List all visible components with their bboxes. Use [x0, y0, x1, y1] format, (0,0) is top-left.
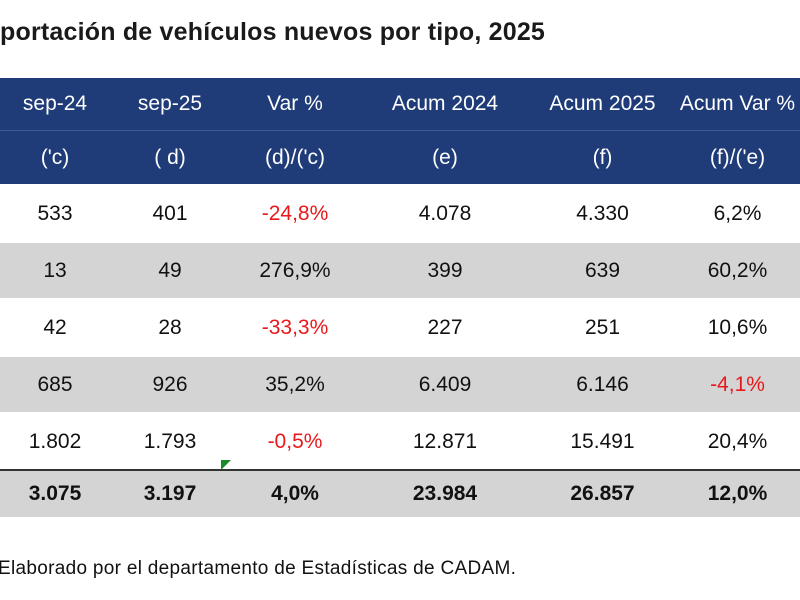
table-cell: 401: [110, 184, 230, 242]
total-row: 3.075 3.197 4,0% 23.984 26.857 12,0%: [0, 469, 800, 517]
table-cell: 227: [360, 298, 530, 356]
footer-note: Elaborado por el departamento de Estadís…: [0, 558, 517, 579]
table-cell: 1.802: [0, 412, 110, 470]
table-cell: 13: [0, 241, 110, 299]
table-cell: 28: [110, 298, 230, 356]
column-header: Acum Var %: [675, 78, 800, 131]
table-row: 533 401 -24,8% 4.078 4.330 6,2%: [0, 184, 800, 242]
column-subheader: (f)/('e): [675, 130, 800, 185]
table-cell: 251: [530, 298, 675, 356]
data-table: sep-24 sep-25 Var % Acum 2024 Acum 2025 Acum …: [0, 78, 800, 517]
table-cell: 23.984: [360, 469, 530, 517]
table-cell: -33,3%: [230, 298, 360, 356]
table-cell: 12.871: [360, 412, 530, 470]
table-cell: 1.793: [110, 412, 230, 470]
subheader-row: ('c)( d) (d)/('c) (e) (f) (f)/('e): [0, 130, 800, 185]
table-cell: 12,0%: [675, 469, 800, 517]
table-row: 42 28 -33,3% 227 251 10,6%: [0, 298, 800, 356]
table-cell: 926: [110, 355, 230, 413]
table-cell: 3.075: [0, 469, 110, 517]
table-row: 685 926 35,2% 6.409 6.146 -4,1%: [0, 355, 800, 413]
column-header: sep-25: [110, 78, 230, 131]
table-cell: 533: [0, 184, 110, 242]
table-cell: 10,6%: [675, 298, 800, 356]
column-subheader: (d)/('c): [230, 130, 360, 185]
table-cell: 3.197: [110, 469, 230, 517]
table-cell: 26.857: [530, 469, 675, 517]
column-header: Var %: [230, 78, 360, 131]
table-cell: 20,4%: [675, 412, 800, 470]
table-cell: 4.078: [360, 184, 530, 242]
table-cell: 399: [360, 241, 530, 299]
table-header: sep-24 sep-25 Var % Acum 2024 Acum 2025 Acum …: [0, 78, 800, 185]
table-body: 533 401 -24,8% 4.078 4.330 6,2% 13 49 276,9% 399 6…: [0, 184, 800, 517]
column-subheader: ('c): [0, 130, 110, 185]
column-header: sep-24: [0, 78, 110, 131]
column-subheader: ( d): [110, 130, 230, 185]
table-cell: 60,2%: [675, 241, 800, 299]
table-cell: 4,0%: [230, 469, 360, 517]
column-header: Acum 2024: [360, 78, 530, 131]
table-cell: -0,5%: [230, 412, 360, 470]
table-cell: -4,1%: [675, 355, 800, 413]
table-cell: 15.491: [530, 412, 675, 470]
table-cell: 42: [0, 298, 110, 356]
table-cell: 685: [0, 355, 110, 413]
title: portación de vehículos nuevos por tipo, …: [0, 18, 546, 46]
header-row: sep-24 sep-25 Var % Acum 2024 Acum 2025 Acum …: [0, 78, 800, 131]
table-cell: 49: [110, 241, 230, 299]
column-header: Acum 2025: [530, 78, 675, 131]
column-subheader: (e): [360, 130, 530, 185]
table-cell: 6.409: [360, 355, 530, 413]
table-cell: 639: [530, 241, 675, 299]
table-cell: 35,2%: [230, 355, 360, 413]
table-row: 13 49 276,9% 399 639 60,2%: [0, 241, 800, 299]
table-cell: 6,2%: [675, 184, 800, 242]
table-row: 1.802 1.793 -0,5% 12.871 15.491 20,4%: [0, 412, 800, 470]
comment-marker: [221, 460, 231, 470]
table-cell: 6.146: [530, 355, 675, 413]
table-cell: 4.330: [530, 184, 675, 242]
column-subheader: (f): [530, 130, 675, 185]
table-cell: 276,9%: [230, 241, 360, 299]
table-cell: -24,8%: [230, 184, 360, 242]
